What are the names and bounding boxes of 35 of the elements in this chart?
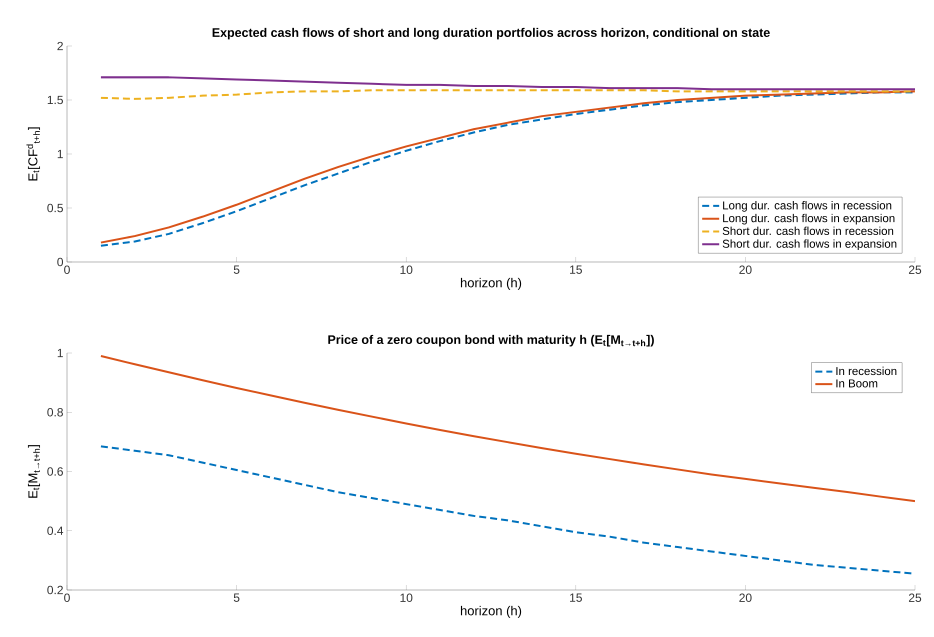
legend-label: Long dur. cash flows in expansion (723, 214, 894, 224)
x-axis-title: horizon (h) (460, 278, 522, 290)
x-tick-label: 25 (908, 594, 922, 602)
x-tick-label: 0 (64, 266, 70, 274)
x-tick-label: 0 (64, 594, 70, 602)
y-tick-label: 1 (58, 348, 63, 358)
y-tick-label: 0 (57, 258, 64, 266)
y-tick-label: 0.6 (47, 467, 63, 476)
y-tick-label: 1.5 (48, 96, 63, 104)
legend-label: Short dur. cash flows in recession (722, 226, 894, 236)
y-tick-label: 0.8 (47, 408, 63, 416)
y-tick-label: 2 (57, 42, 63, 50)
chart-title: Expected cash flows of short and long duration portfolios across horizon, conditional on state (212, 28, 770, 40)
x-tick-label: 10 (400, 266, 412, 274)
x-tick-label: 20 (739, 266, 752, 274)
legend-label: Short dur. cash flows in expansion (722, 239, 896, 250)
x-tick-label: 15 (570, 266, 582, 274)
legend-label: Long dur. cash flows in recession (723, 201, 892, 212)
legend-label: In Boom (836, 379, 878, 388)
chart-title: Price of a zero coupon bond with maturity h (E$_{t}$[M$_{t→t+h}$]) (328, 334, 654, 347)
x-tick-label: 5 (234, 266, 240, 274)
line-series (100, 354, 916, 502)
y-axis-title: E$_{t}$[CF$^{d}$$_{t+h}$] (26, 127, 40, 180)
x-axis-title: horizon (h) (460, 606, 522, 618)
x-tick-label: 5 (234, 594, 240, 602)
y-tick-label: 0.2 (47, 586, 63, 594)
x-tick-label: 15 (570, 594, 582, 602)
x-tick-label: 25 (908, 266, 922, 274)
legend-label: In recession (836, 366, 896, 376)
y-axis-title: E$_{t}$[M$_{t→t+h}$] (28, 445, 40, 498)
x-tick-label: 20 (739, 594, 752, 602)
y-tick-label: 1 (58, 150, 63, 158)
y-tick-label: 0.4 (47, 526, 64, 535)
x-tick-label: 10 (400, 594, 412, 602)
y-tick-label: 0.5 (47, 204, 63, 212)
